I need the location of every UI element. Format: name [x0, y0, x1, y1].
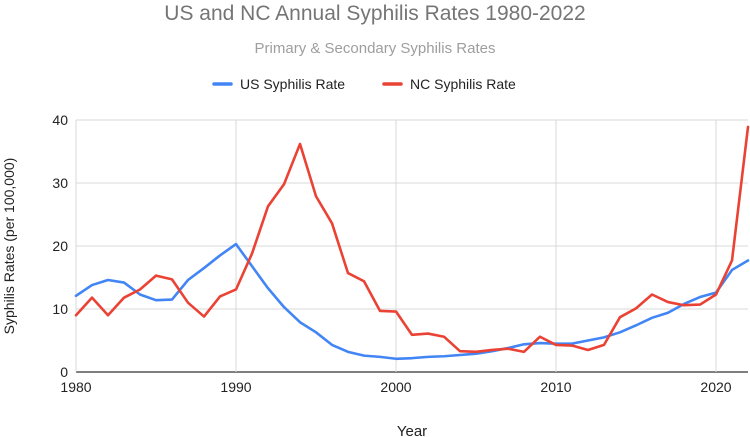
y-tick-label: 40 — [52, 112, 68, 128]
legend-label-nc: NC Syphilis Rate — [410, 76, 516, 92]
x-tick-label: 2020 — [700, 379, 731, 395]
gridlines — [75, 119, 748, 373]
series-lines — [74, 125, 750, 361]
x-axis-label: Year — [397, 423, 427, 437]
y-axis-label: Syphilis Rates (per 100,000) — [1, 158, 17, 335]
y-tick-label: 10 — [52, 301, 68, 317]
x-axis-ticks: 1980 1990 2000 2010 2020 — [60, 379, 731, 395]
chart-title: US and NC Annual Syphilis Rates 1980-202… — [164, 2, 585, 25]
legend: US Syphilis Rate NC Syphilis Rate — [212, 76, 516, 92]
x-tick-label: 2010 — [540, 379, 571, 395]
chart-subtitle: Primary & Secondary Syphilis Rates — [255, 40, 496, 57]
legend-label-us: US Syphilis Rate — [240, 76, 345, 92]
y-tick-label: 20 — [52, 238, 68, 254]
y-axis-ticks: 0 10 20 30 40 — [52, 112, 68, 380]
x-tick-label: 2000 — [380, 379, 411, 395]
y-tick-label: 30 — [52, 175, 68, 191]
y-tick-label: 0 — [60, 364, 68, 380]
us-series-line — [74, 242, 750, 361]
x-tick-label: 1980 — [60, 379, 91, 395]
x-tick-label: 1990 — [220, 379, 251, 395]
nc-series-line — [74, 125, 750, 354]
